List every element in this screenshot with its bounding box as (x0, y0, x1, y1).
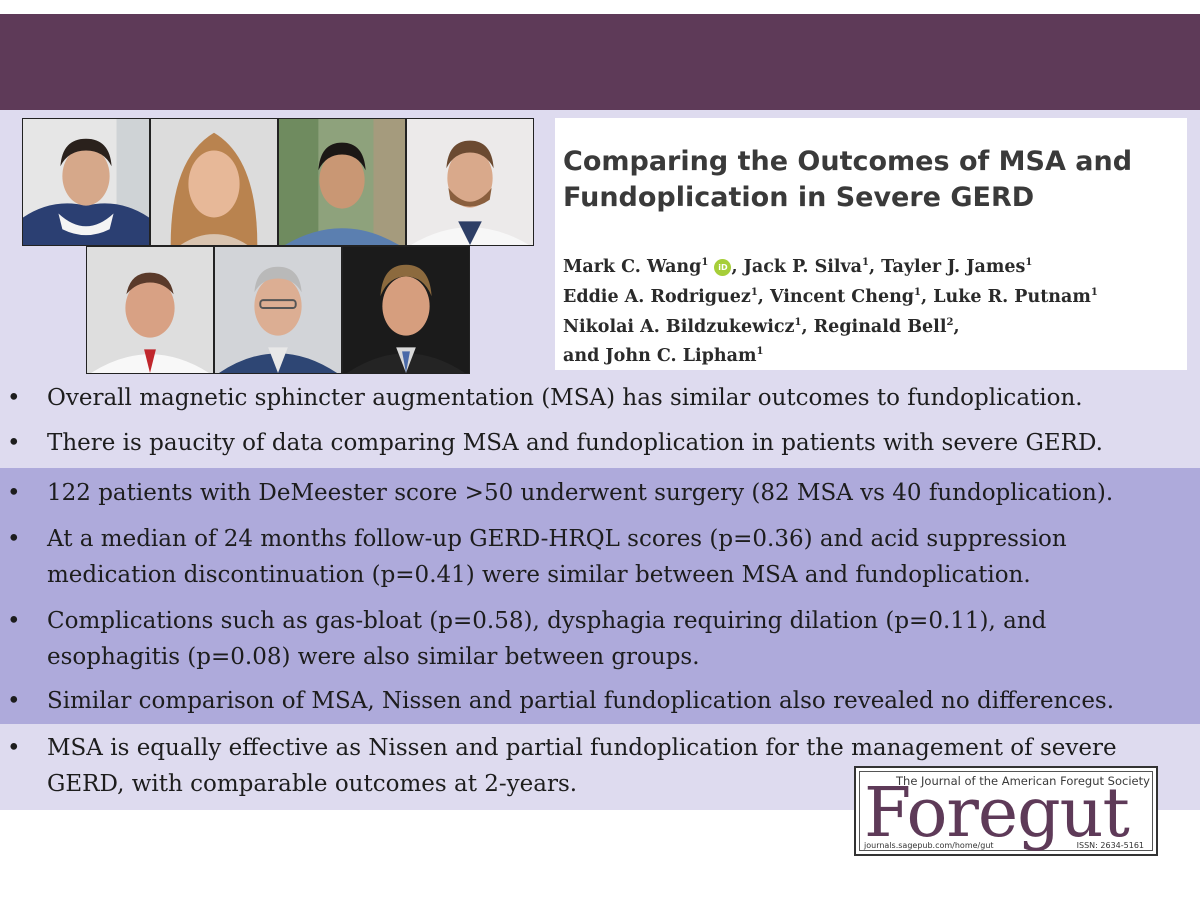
author-portrait-image (151, 119, 277, 245)
header-bar (0, 14, 1200, 110)
affiliation-marker: 1 (701, 257, 709, 268)
affiliation-marker: 1 (914, 286, 922, 298)
paper-title-card: Comparing the Outcomes of MSA and Fundop… (555, 118, 1187, 370)
journal-name: Foregut (864, 774, 1130, 853)
author-name: Nikolai A. Bildzukewicz (563, 316, 795, 337)
top-strip (0, 0, 1200, 14)
bullet-marker: • (7, 480, 21, 506)
affiliation-marker: 1 (794, 316, 802, 328)
journal-logo-frame: The Journal of the American Foregut Soci… (859, 771, 1153, 851)
author-name: , Vincent Cheng (757, 286, 915, 307)
author-photo-3 (278, 118, 406, 246)
author-photo-7 (342, 246, 470, 374)
author-portrait-image (87, 247, 213, 373)
author-photo-2 (150, 118, 278, 246)
orcid-icon[interactable]: iD (714, 258, 732, 276)
author-photo-1 (22, 118, 150, 246)
author-name: Mark C. Wang (563, 256, 702, 277)
author-photo-5 (86, 246, 214, 374)
author-photo-4 (406, 118, 534, 246)
bullet-text: Similar comparison of MSA, Nissen and pa… (47, 688, 1115, 714)
author-name: , Luke R. Putnam (921, 286, 1091, 307)
background-band-results (0, 468, 1200, 724)
author-portrait-image (343, 247, 469, 373)
author-name: and John C. Lipham (563, 346, 757, 367)
bullet-marker: • (7, 608, 21, 634)
bullet-text: At a median of 24 months follow-up GERD-… (47, 526, 1067, 588)
bullet-text: MSA is equally effective as Nissen and p… (47, 735, 1117, 797)
author-name: , Jack P. Silva (731, 256, 863, 277)
bullet-marker: • (7, 385, 21, 411)
affiliation-marker: 1 (750, 286, 758, 298)
bullet-text: Overall magnetic sphincter augmentation … (47, 385, 1083, 411)
journal-url: journals.sagepub.com/home/gut (864, 841, 994, 850)
author-portrait-image (279, 119, 405, 245)
paper-authors: Mark C. Wang1 iD, Jack P. Silva1, Tayler… (563, 256, 1098, 367)
journal-tagline: The Journal of the American Foregut Soci… (896, 774, 1150, 788)
bullet-marker: • (7, 526, 21, 552)
affiliation-marker: 1 (1025, 257, 1033, 268)
bullet-text: Complications such as gas-bloat (p=0.58)… (47, 608, 1047, 670)
author-portrait-image (215, 247, 341, 373)
bullet-text: 122 patients with DeMeester score >50 un… (47, 480, 1114, 506)
journal-logo: The Journal of the American Foregut Soci… (854, 766, 1158, 856)
author-name: , Reginald Bell (801, 316, 947, 337)
author-portrait-image (407, 119, 533, 245)
bullet-marker: • (7, 688, 21, 714)
affiliation-marker: 1 (1090, 286, 1098, 298)
bullet-marker: • (7, 430, 21, 456)
author-name: , Tayler J. James (869, 256, 1026, 277)
affiliation-marker: 1 (862, 257, 869, 268)
paper-title: Comparing the Outcomes of MSA and Fundop… (563, 146, 1133, 213)
bullet-marker: • (7, 735, 21, 761)
affiliation-marker: 2 (946, 316, 954, 328)
affiliation-marker: 1 (756, 346, 764, 358)
bullet-text: There is paucity of data comparing MSA a… (47, 430, 1103, 456)
author-name: Eddie A. Rodriguez (563, 286, 751, 307)
author-portrait-image (23, 119, 149, 245)
author-photo-6 (214, 246, 342, 374)
journal-issn: ISSN: 2634-5161 (1076, 841, 1144, 850)
